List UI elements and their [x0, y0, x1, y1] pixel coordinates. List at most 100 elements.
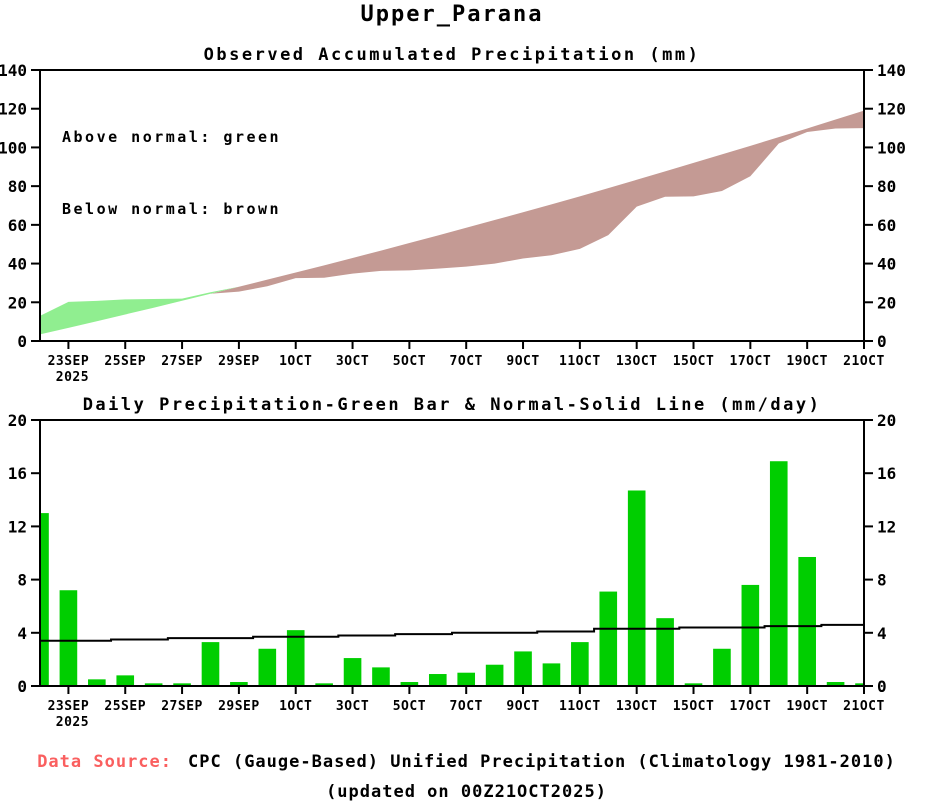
x-tick-label: 19OCT [786, 699, 828, 714]
x-tick-label: 11OCT [559, 699, 601, 714]
y-tick-label-left: 140 [0, 61, 27, 80]
x-tick-label: 17OCT [730, 354, 772, 369]
accumulated-chart-title: Observed Accumulated Precipitation (mm) [203, 45, 701, 65]
x-tick-label: 15OCT [673, 699, 715, 714]
daily-bar [769, 461, 788, 686]
daily-bar [144, 683, 163, 686]
x-tick-label: 15OCT [673, 354, 715, 369]
daily-bar [343, 658, 362, 686]
x-tick-label: 29SEP [218, 699, 260, 714]
updated-line: (updated on 00Z21OCT2025) [326, 782, 607, 802]
legend-below-normal: Below normal: brown [62, 200, 282, 218]
data-source-label: Data Source: [37, 752, 173, 772]
y-tick-label-left: 16 [8, 464, 27, 483]
daily-bar [173, 683, 191, 686]
daily-bar [372, 667, 390, 686]
x-tick-label: 25SEP [104, 354, 146, 369]
y-tick-label-left: 4 [17, 624, 27, 643]
y-tick-label-right: 0 [877, 332, 887, 351]
y-tick-label-right: 60 [877, 216, 896, 235]
daily-bar [116, 675, 135, 686]
x-tick-label: 5OCT [393, 699, 426, 714]
y-tick-label-right: 140 [877, 61, 906, 80]
x-tick-label: 13OCT [616, 699, 658, 714]
x-tick-label: 1OCT [279, 699, 312, 714]
x-tick-label: 27SEP [161, 354, 203, 369]
y-tick-label-right: 20 [877, 411, 896, 430]
y-tick-label-left: 8 [17, 571, 27, 590]
daily-bar [713, 648, 731, 686]
y-tick-label-left: 120 [0, 100, 27, 119]
daily-bar [59, 590, 78, 686]
daily-chart-title: Daily Precipitation-Green Bar & Normal-S… [82, 395, 822, 415]
y-tick-label-right: 100 [877, 138, 906, 157]
x-tick-label: 21OCT [843, 699, 885, 714]
daily-bar [656, 618, 674, 686]
accumulated-precip-chart-frame [39, 69, 865, 342]
x-tick-label: 17OCT [730, 699, 772, 714]
daily-bar [428, 674, 447, 686]
page-title: Upper_Parana [360, 2, 544, 27]
daily-bar [855, 683, 864, 686]
daily-bar [571, 642, 589, 686]
y-tick-label-right: 16 [877, 464, 896, 483]
y-tick-label-right: 120 [877, 100, 906, 119]
y-tick-label-left: 12 [8, 517, 27, 536]
normal-line [40, 623, 864, 642]
y-tick-label-left: 0 [17, 332, 27, 351]
x-tick-label: 29SEP [218, 354, 260, 369]
x-tick-label: 19OCT [786, 354, 828, 369]
x-tick-label: 3OCT [336, 699, 369, 714]
daily-bar [627, 490, 646, 686]
x-tick-label: 25SEP [104, 699, 146, 714]
anomaly-legend: Above normal: green Below normal: brown [62, 77, 281, 269]
daily-bar [286, 630, 305, 686]
y-tick-label-right: 0 [877, 677, 887, 696]
daily-bar [798, 556, 816, 686]
x-tick-label: 11OCT [559, 354, 601, 369]
y-tick-label-right: 20 [877, 293, 896, 312]
x-tick-label: 5OCT [393, 354, 426, 369]
x-tick-label: 23SEP [48, 699, 90, 714]
daily-bar [400, 682, 419, 686]
daily-bar [741, 584, 760, 686]
daily-bar [684, 683, 703, 686]
daily-bar [826, 682, 845, 686]
x-tick-label: 9OCT [506, 699, 539, 714]
x-tick-label: 1OCT [279, 354, 312, 369]
y-tick-label-right: 12 [877, 517, 896, 536]
accumulated-precip-chart-axes: 0 0 20 20 40 40 60 60 80 80 100 100 120 120 140 140 23SE… [0, 61, 906, 385]
y-tick-label-left: 60 [8, 216, 27, 235]
daily-bar [514, 651, 532, 686]
daily-bar [201, 642, 220, 686]
y-tick-label-right: 8 [877, 571, 887, 590]
above-normal-band [40, 110, 864, 335]
y-tick-label-left: 0 [17, 677, 27, 696]
x-tick-label: 21OCT [843, 354, 885, 369]
daily-bar [230, 682, 248, 686]
data-source-line: Data Source: CPC (Gauge-Based) Unified Pr… [0, 752, 933, 772]
x-year-label: 2025 [56, 715, 89, 730]
daily-bar [40, 513, 49, 686]
daily-bar [88, 679, 106, 686]
daily-bar [599, 591, 618, 686]
daily-bar [315, 683, 333, 686]
daily-precip-chart-frame [39, 419, 865, 687]
y-tick-label-right: 40 [877, 255, 896, 274]
x-tick-label: 27SEP [161, 699, 203, 714]
daily-precip-plot [40, 461, 864, 686]
y-tick-label-left: 40 [8, 255, 27, 274]
x-tick-label: 3OCT [336, 354, 369, 369]
x-tick-label: 7OCT [450, 699, 483, 714]
y-tick-label-left: 100 [0, 138, 27, 157]
y-tick-label-left: 20 [8, 293, 27, 312]
y-tick-label-right: 80 [877, 177, 896, 196]
x-year-label: 2025 [56, 370, 89, 385]
legend-above-normal: Above normal: green [62, 128, 282, 146]
daily-bar [457, 672, 476, 686]
x-tick-label: 7OCT [450, 354, 483, 369]
daily-bar [258, 648, 277, 686]
